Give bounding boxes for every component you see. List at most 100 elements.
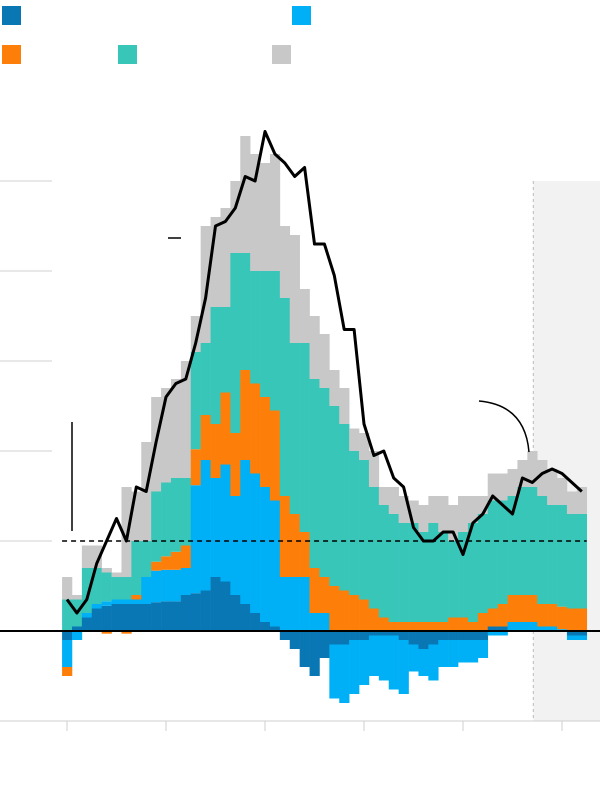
bar-segment <box>497 473 508 501</box>
bar-segment <box>91 545 102 568</box>
bar-segment <box>438 532 449 622</box>
bar-segment <box>161 569 172 602</box>
bar-segment <box>131 541 142 595</box>
bar-segment <box>418 649 429 676</box>
bar-segment <box>131 599 142 604</box>
bar-segment <box>576 487 588 514</box>
bar-segment <box>547 469 558 505</box>
bar-segment <box>497 626 508 631</box>
bar-segment <box>319 334 330 388</box>
bar-segment <box>507 469 518 496</box>
bar-segment <box>349 640 360 694</box>
bar-segment <box>507 496 518 595</box>
bar-segment <box>576 514 588 609</box>
bar-segment <box>319 577 330 613</box>
bar-segment <box>279 496 291 577</box>
bar-segment <box>289 343 300 514</box>
bar-segment <box>438 640 449 667</box>
bar-segment <box>250 383 261 474</box>
bar-segment <box>339 644 350 703</box>
total-line <box>65 130 583 615</box>
bar-segment <box>289 514 300 577</box>
bar-segment <box>260 622 271 631</box>
bar-segment <box>507 622 518 631</box>
bar-segment <box>269 271 281 411</box>
bar-segment <box>289 235 300 343</box>
bar-segment <box>299 532 310 577</box>
bar-segment <box>309 316 320 379</box>
bar-segment <box>161 482 172 557</box>
bar-segment <box>141 541 152 577</box>
bar-segment <box>220 464 231 582</box>
bar-segment <box>418 622 429 631</box>
bar-segment <box>170 569 182 602</box>
bar-segment <box>527 451 538 487</box>
bar-segment <box>418 532 429 622</box>
bar-segment <box>240 460 251 604</box>
bar-segment <box>576 608 588 631</box>
bar-segment <box>309 631 320 676</box>
bar-segment <box>269 626 281 631</box>
bar-segment <box>200 226 211 343</box>
bar-segment <box>388 514 399 622</box>
bar-segment <box>388 635 399 690</box>
bar-segment <box>418 505 429 532</box>
bar-segment <box>71 626 83 631</box>
bar-segment <box>467 622 479 631</box>
bar-segment <box>329 586 340 631</box>
bar-segment <box>161 388 172 483</box>
bar-segment <box>81 568 93 613</box>
bar-segment <box>378 631 390 636</box>
bar-segment <box>566 608 578 631</box>
bar-segment <box>359 640 370 685</box>
bar-segment <box>448 617 459 631</box>
bar-segment <box>210 217 221 307</box>
bar-segment <box>200 590 211 631</box>
bar-segment <box>230 253 241 433</box>
bar-segment <box>101 605 112 631</box>
bar-segment <box>378 635 390 681</box>
bar-segment <box>378 487 390 505</box>
bar-segment <box>576 631 588 636</box>
bar-segment <box>299 631 310 667</box>
bar-segment <box>240 253 251 370</box>
bar-segment <box>210 478 221 577</box>
bar-segment <box>210 307 221 424</box>
bar-segment <box>190 593 201 631</box>
bar-segment <box>141 604 152 631</box>
bar-segment <box>240 604 251 631</box>
bar-segment <box>230 433 241 496</box>
bar-segment <box>269 154 281 271</box>
bar-segment <box>101 572 112 602</box>
bar-segment <box>210 577 221 631</box>
bar-segment <box>250 473 261 613</box>
bar-segment <box>279 577 291 631</box>
bar-segment <box>349 631 360 640</box>
bar-segment <box>151 561 162 571</box>
bar-segment <box>190 449 201 486</box>
bar-segment <box>289 577 300 631</box>
bar-segment <box>91 608 102 631</box>
bar-segment <box>111 599 122 604</box>
bar-segment <box>62 631 73 640</box>
bar-segment <box>269 410 281 501</box>
bar-segment <box>359 460 370 600</box>
bar-segment <box>537 604 548 627</box>
bar-segment <box>349 451 360 595</box>
bar-segment <box>190 316 201 352</box>
bar-segment <box>557 478 568 505</box>
bar-segment <box>220 307 231 393</box>
bar-segment <box>111 577 122 600</box>
bar-segment <box>121 604 132 631</box>
bar-segment <box>467 631 479 640</box>
bar-segment <box>507 595 518 622</box>
bar-segment <box>131 604 142 631</box>
bar-segment <box>329 644 340 699</box>
bar-segment <box>81 545 93 568</box>
bar-segment <box>398 640 409 694</box>
bar-segment <box>517 622 528 631</box>
bar-segment <box>418 631 429 649</box>
bar-segment <box>299 343 310 532</box>
bar-segment <box>448 640 459 667</box>
bar-segment <box>487 626 498 631</box>
